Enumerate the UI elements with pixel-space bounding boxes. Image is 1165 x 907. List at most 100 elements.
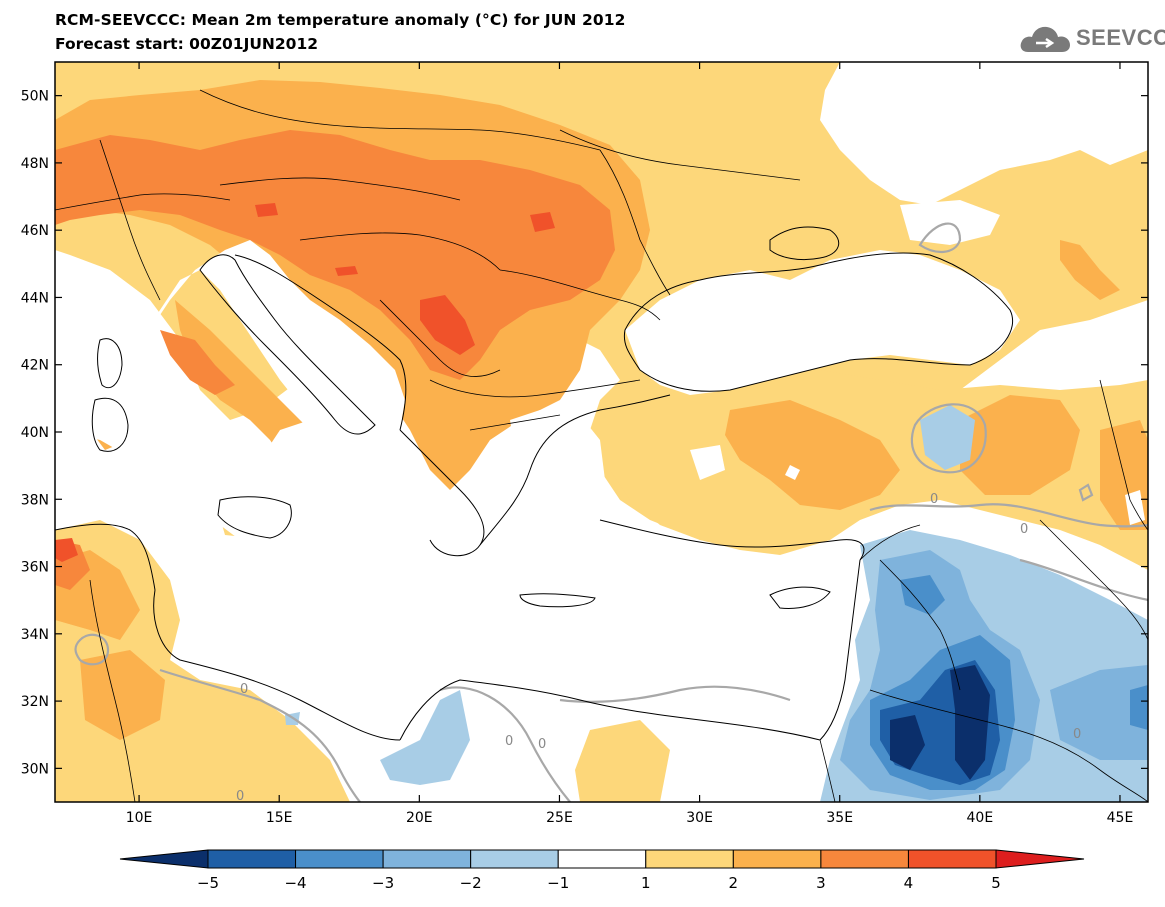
border: [859, 524, 921, 561]
colorbar-bin: [907, 849, 997, 869]
anomaly-shading: [55, 62, 1148, 802]
anomaly-zone-4-5: [255, 203, 278, 217]
lat-tick-label: 38N: [21, 492, 49, 508]
lon-tick-label: 20E: [406, 810, 433, 826]
anomaly-zone-2-3: [960, 395, 1080, 495]
coastline-sardinia: [91, 397, 129, 452]
anomaly-zone-m3-m4: [900, 575, 945, 615]
anomaly-zone-neutral: [900, 200, 1000, 245]
colorbar-bin: [470, 849, 559, 869]
zero-contour: [159, 668, 361, 802]
lon-tick-label: 40E: [967, 810, 994, 826]
logo-text: SEEVCCC: [1076, 25, 1165, 50]
border: [1039, 519, 1148, 641]
anomaly-zone-4-5: [420, 295, 475, 355]
zero-contour: [910, 403, 987, 474]
coastline-balkan: [399, 429, 485, 557]
lat-tick-label: 48N: [21, 156, 49, 172]
border: [599, 149, 671, 296]
longitude-axis: 10E 15E 20E 25E 30E 35E 40E 45E: [126, 62, 1134, 826]
lon-tick-label: 35E: [826, 810, 853, 826]
border: [379, 299, 501, 377]
lat-tick-label: 30N: [21, 761, 49, 777]
coastline-anatolia-south: [599, 519, 865, 561]
contour-label: 0: [1020, 522, 1028, 537]
coastline-crete: [519, 593, 596, 608]
border: [99, 139, 161, 301]
colorbar: −5 −4 −3 −2 −1 1 2 3 4 5: [119, 849, 1085, 892]
anomaly-zone-lt-m5: [890, 715, 925, 770]
coastlines: [55, 226, 1014, 741]
border: [869, 689, 1148, 802]
lat-tick-label: 46N: [21, 223, 49, 239]
colorbar-label: −4: [284, 874, 306, 892]
border: [299, 232, 501, 271]
colorbar-label: −1: [547, 874, 569, 892]
zero-contour: [439, 686, 571, 802]
coastline-corsica: [97, 338, 123, 389]
colorbar-bin: [295, 849, 384, 869]
contour-label: 0: [1073, 727, 1081, 742]
colorbar-arrow-low: [119, 849, 209, 869]
colorbar-label: 5: [991, 874, 1001, 892]
lon-tick-label: 15E: [266, 810, 293, 826]
anomaly-zone-4-5: [530, 212, 555, 232]
contour-labels: 0 0 0 0 0 0 0: [236, 492, 1081, 804]
lat-tick-label: 50N: [21, 89, 49, 105]
colorbar-bin: [820, 849, 909, 869]
lat-tick-label: 32N: [21, 694, 49, 710]
zero-contour: [869, 503, 1148, 528]
lon-tick-label: 45E: [1107, 810, 1134, 826]
coastline-libya: [153, 589, 401, 741]
anomaly-zone-4-5: [335, 266, 358, 276]
contour-label: 0: [240, 682, 248, 697]
coastline-blacksea: [623, 252, 1014, 392]
border: [219, 177, 461, 201]
lon-tick-label: 30E: [686, 810, 713, 826]
anomaly-zone-2-3: [1060, 240, 1120, 300]
anomaly-zone-m2-m3: [1050, 665, 1148, 760]
coastline-egypt: [399, 679, 821, 741]
borders: [55, 89, 1148, 802]
zero-contour: [559, 685, 791, 704]
colorbar-label: 3: [816, 874, 826, 892]
coastline-italy: [199, 254, 376, 435]
lat-tick-label: 44N: [21, 290, 49, 306]
colorbar-bin: [645, 849, 734, 869]
colorbar-label: −5: [197, 874, 219, 892]
lat-tick-label: 42N: [21, 358, 49, 374]
anomaly-zone-neutral: [820, 62, 1148, 205]
contour-label: 0: [505, 734, 513, 749]
coastline-sicily: [217, 496, 292, 539]
sea-mask: [55, 300, 95, 475]
coastline-cyprus: [769, 586, 831, 609]
zero-contour: [1019, 558, 1148, 602]
border: [1099, 379, 1148, 531]
colorbar-label: 2: [729, 874, 739, 892]
anomaly-zone-1-2: [575, 720, 670, 802]
sea-mask: [55, 240, 870, 700]
colorbar-bin: [382, 849, 472, 869]
zero-contour: [918, 222, 962, 253]
anomaly-zone-3-4: [160, 330, 235, 395]
cloud-icon: [1020, 26, 1070, 52]
border: [429, 379, 641, 398]
seevccc-logo: SEEVCCC: [1018, 22, 1165, 56]
coastline-aegean: [479, 394, 671, 546]
anomaly-zone-2-3: [725, 400, 900, 510]
anomaly-zone-m1-m2: [920, 405, 975, 470]
anomaly-zone-3-4: [55, 130, 615, 380]
colorbar-label: −3: [372, 874, 394, 892]
colorbar-bin: [732, 849, 822, 869]
lat-tick-label: 36N: [21, 560, 49, 576]
sea-mask: [510, 410, 605, 540]
colorbar-label: 1: [641, 874, 651, 892]
border: [879, 559, 961, 691]
page-title: RCM-SEEVCCC: Mean 2m temperature anomaly…: [55, 11, 626, 29]
anomaly-zone-m1-m2: [380, 690, 470, 785]
border: [199, 89, 601, 151]
border: [55, 193, 231, 211]
zero-contours: [74, 222, 1148, 802]
lon-tick-label: 10E: [126, 810, 153, 826]
